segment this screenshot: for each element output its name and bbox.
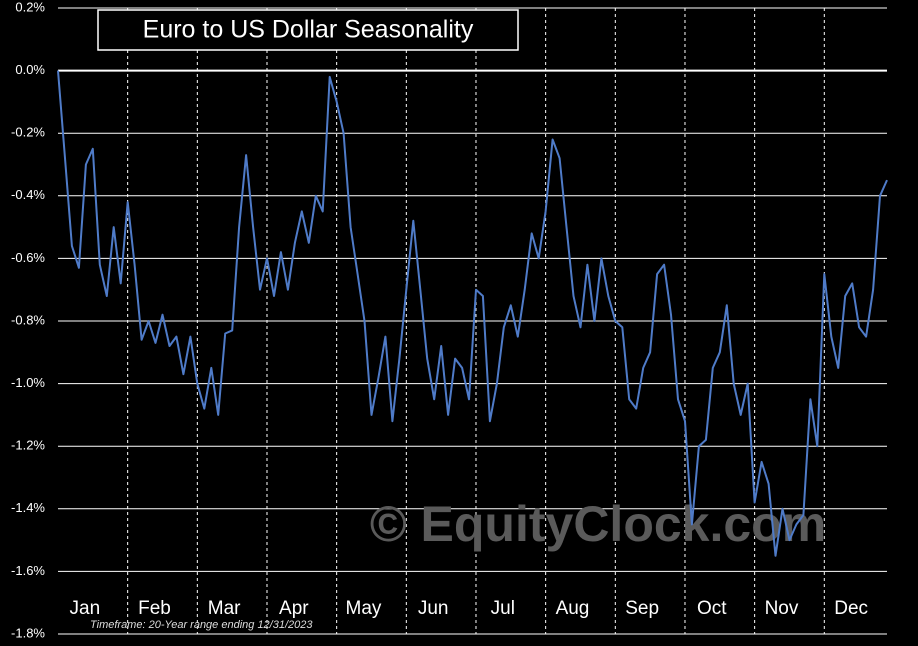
y-tick-label: 0.0%: [15, 62, 45, 77]
x-tick-label: Nov: [765, 598, 799, 619]
x-tick-label: Apr: [279, 598, 309, 619]
y-tick-label: -0.8%: [11, 312, 45, 327]
y-tick-label: -0.2%: [11, 125, 45, 140]
x-tick-label: Oct: [697, 598, 727, 619]
series-line: [57, 70, 888, 557]
x-tick-label: Aug: [556, 598, 590, 619]
y-tick-label: -1.2%: [11, 438, 45, 453]
title-box: [97, 9, 519, 51]
y-tick-label: -0.4%: [11, 187, 45, 202]
x-tick-label: Feb: [138, 598, 171, 619]
x-tick-label: Jan: [70, 598, 101, 619]
watermark: © EquityClock.com: [370, 496, 826, 552]
x-tick-label: Jun: [418, 598, 449, 619]
y-tick-label: -1.6%: [11, 563, 45, 578]
y-tick-label: -1.8%: [11, 625, 45, 640]
x-tick-label: Dec: [834, 598, 868, 619]
y-tick-label: 0.2%: [15, 0, 45, 14]
footnote: Timeframe: 20-Year range ending 12/31/20…: [90, 619, 313, 631]
x-tick-label: Sep: [625, 598, 659, 619]
y-tick-label: -0.6%: [11, 250, 45, 265]
chart-title: Euro to US Dollar Seasonality: [143, 16, 474, 44]
y-tick-label: -1.4%: [11, 500, 45, 515]
y-tick-label: -1.0%: [11, 375, 45, 390]
x-tick-label: May: [346, 598, 382, 619]
x-tick-label: Mar: [208, 598, 241, 619]
x-tick-label: Jul: [491, 598, 515, 619]
